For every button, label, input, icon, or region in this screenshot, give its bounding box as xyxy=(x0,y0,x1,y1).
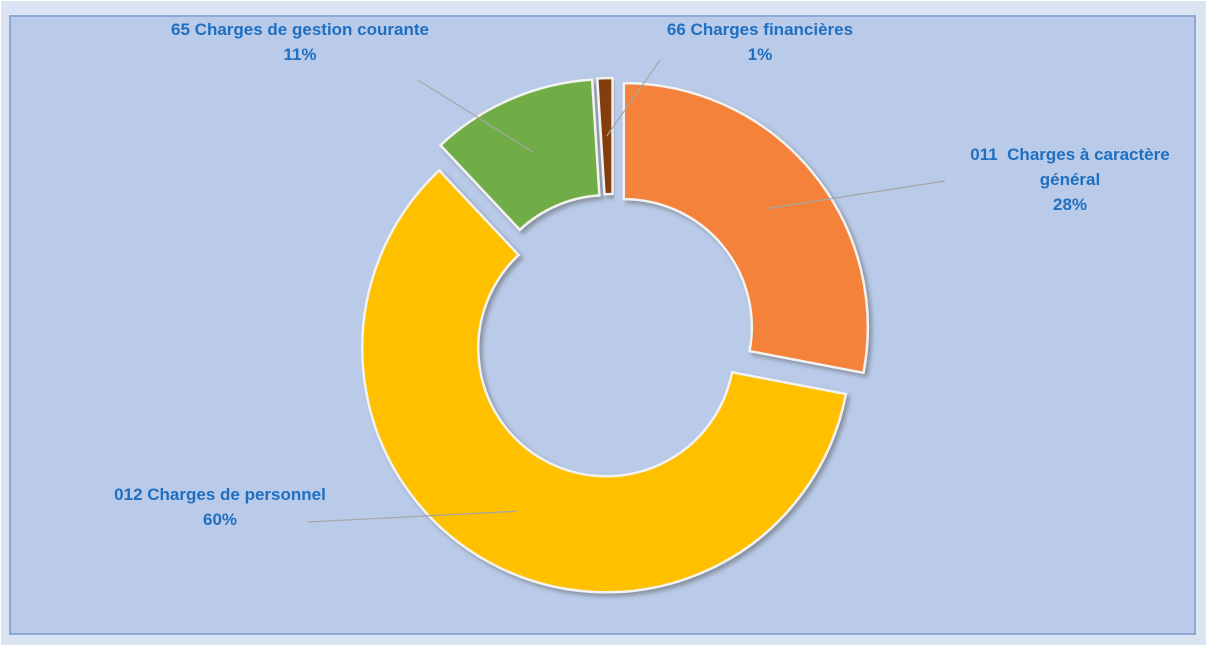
slice xyxy=(622,81,869,375)
value-label: 28% xyxy=(1052,195,1088,214)
value-label: 1% xyxy=(747,45,773,64)
leader-line xyxy=(767,180,946,210)
category-label: 66 Charges financières xyxy=(666,20,854,39)
data-label: 011 Charges à caractère général 28% xyxy=(950,142,1190,217)
category-label: 65 Charges de gestion courante xyxy=(171,20,429,39)
leader-line xyxy=(307,510,517,523)
slice xyxy=(361,168,848,594)
slice xyxy=(595,76,614,196)
leaders xyxy=(307,59,946,523)
slice xyxy=(438,78,601,232)
category-label: 012 Charges de personnel xyxy=(114,485,326,504)
category-label: 011 Charges à caractère général xyxy=(970,145,1175,189)
data-label: 66 Charges financières 1% xyxy=(640,17,880,67)
data-label: 65 Charges de gestion courante 11% xyxy=(170,17,430,67)
value-label: 11% xyxy=(283,45,317,64)
leader-line xyxy=(606,59,661,137)
leader-line xyxy=(417,79,534,153)
value-label: 60% xyxy=(202,510,238,529)
slices xyxy=(361,76,869,594)
data-label: 012 Charges de personnel 60% xyxy=(110,482,330,532)
